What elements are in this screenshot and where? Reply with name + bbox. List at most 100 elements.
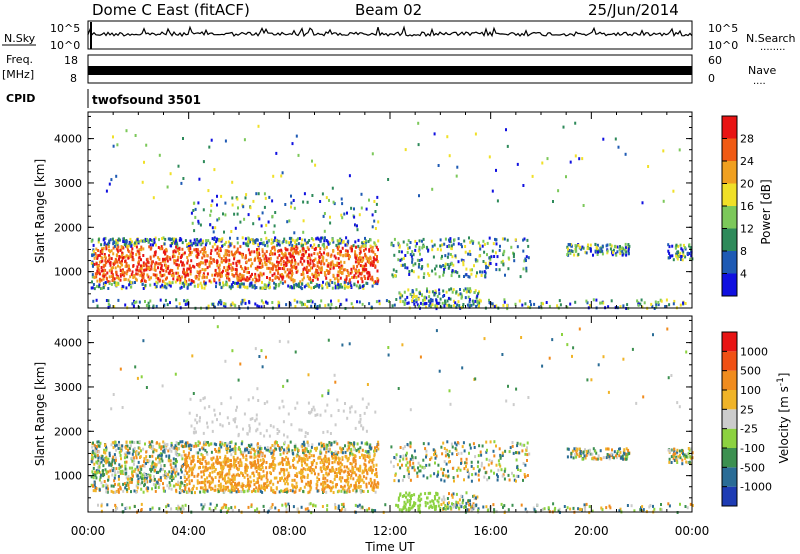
echo-cell <box>125 440 128 444</box>
echo-cell <box>110 275 113 278</box>
echo-cell <box>165 505 168 509</box>
echo-cell <box>450 262 453 265</box>
echo-cell <box>180 255 182 259</box>
colorbar-tick-label: 12 <box>740 223 754 236</box>
echo-cell <box>245 469 248 473</box>
echo-cell <box>234 481 237 485</box>
echo-cell <box>108 182 111 186</box>
echo-cell <box>232 449 235 453</box>
echo-cell <box>117 475 120 478</box>
echo-cell <box>247 244 250 248</box>
echo-cell <box>224 459 227 463</box>
echo-cell <box>116 260 119 264</box>
echo-cell <box>97 456 100 460</box>
echo-cell <box>342 268 345 272</box>
echo-cell <box>411 250 414 254</box>
echo-cell <box>627 246 630 250</box>
echo-cell <box>273 248 276 252</box>
echo-cell <box>374 280 377 284</box>
echo-cell <box>335 440 338 444</box>
echo-cell <box>558 507 561 511</box>
echo-cell <box>243 217 246 221</box>
echo-cell <box>101 256 104 260</box>
echo-cell <box>366 442 369 446</box>
echo-cell <box>271 503 274 507</box>
echo-cell <box>297 282 300 286</box>
echo-cell <box>356 479 359 483</box>
echo-cell <box>133 446 136 450</box>
echo-cell <box>341 246 344 250</box>
echo-cell <box>170 475 173 479</box>
echo-cell <box>173 249 176 253</box>
echo-cell <box>450 246 453 250</box>
echo-cell <box>220 466 223 470</box>
echo-cell <box>690 254 693 258</box>
echo-cell <box>162 445 165 449</box>
echo-cell <box>120 457 122 461</box>
echo-cell <box>129 275 132 279</box>
echo-cell <box>178 238 181 242</box>
echo-cell <box>220 274 223 278</box>
echo-cell <box>290 240 292 244</box>
echo-cell <box>191 459 194 463</box>
echo-cell <box>281 256 284 260</box>
echo-cell <box>208 279 211 283</box>
echo-cell <box>182 267 185 271</box>
echo-cell <box>313 264 316 267</box>
echo-cell <box>180 444 183 448</box>
echo-cell <box>175 263 178 267</box>
echo-cell <box>96 255 99 259</box>
echo-cell <box>265 223 268 227</box>
echo-cell <box>266 266 269 270</box>
echo-cell <box>328 462 331 466</box>
echo-cell <box>583 503 586 507</box>
echo-cell <box>158 445 161 449</box>
echo-cell <box>95 275 98 279</box>
echo-cell <box>621 246 624 250</box>
echo-cell <box>139 471 142 475</box>
echo-cell <box>230 506 233 510</box>
echo-cell <box>366 450 368 454</box>
echo-cell <box>316 236 319 240</box>
echo-cell <box>172 461 175 465</box>
echo-cell <box>318 283 321 287</box>
echo-cell <box>270 448 273 452</box>
echo-cell <box>141 282 144 286</box>
echo-cell <box>241 282 243 286</box>
echo-cell <box>321 505 324 508</box>
echo-cell <box>256 442 259 446</box>
echo-cell <box>348 280 351 284</box>
echo-cell <box>285 455 288 459</box>
echo-cell <box>202 505 205 509</box>
echo-cell <box>297 262 300 266</box>
echo-cell <box>293 255 295 259</box>
echo-cell <box>318 266 321 270</box>
echo-cell <box>158 442 161 446</box>
echo-cell <box>333 477 336 481</box>
echo-cell <box>320 252 323 256</box>
echo-cell <box>341 202 344 206</box>
echo-cell <box>354 250 357 254</box>
echo-cell <box>306 275 309 279</box>
echo-cell <box>340 503 343 507</box>
echo-cell <box>103 448 106 452</box>
echo-cell <box>668 245 671 249</box>
echo-cell <box>205 241 208 245</box>
echo-cell <box>609 243 612 247</box>
echo-cell <box>324 273 327 277</box>
echo-cell <box>198 262 201 266</box>
echo-cell <box>193 238 196 242</box>
echo-cell <box>164 259 167 263</box>
echo-cell <box>354 253 357 257</box>
echo-cell <box>439 248 442 252</box>
echo-cell <box>119 470 122 474</box>
echo-cell <box>344 444 346 448</box>
echo-cell <box>248 251 251 255</box>
echo-cell <box>178 491 181 495</box>
echo-cell <box>174 250 177 254</box>
echo-cell <box>245 243 248 247</box>
freq-tick-bottom: 8 <box>70 72 77 85</box>
echo-cell <box>231 266 234 270</box>
echo-cell <box>354 260 357 264</box>
echo-cell <box>316 283 319 287</box>
